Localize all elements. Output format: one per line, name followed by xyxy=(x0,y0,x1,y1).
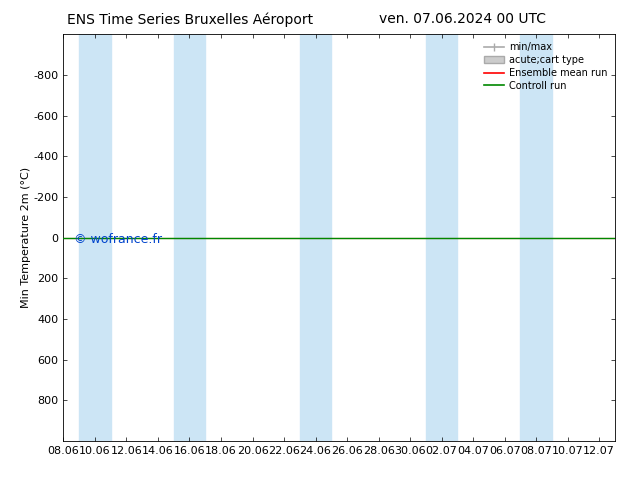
Bar xyxy=(79,34,111,441)
Text: ven. 07.06.2024 00 UTC: ven. 07.06.2024 00 UTC xyxy=(379,12,547,26)
Text: ENS Time Series Bruxelles Aéroport: ENS Time Series Bruxelles Aéroport xyxy=(67,12,313,27)
Bar xyxy=(521,34,552,441)
Text: © wofrance.fr: © wofrance.fr xyxy=(74,233,162,246)
Y-axis label: Min Temperature 2m (°C): Min Temperature 2m (°C) xyxy=(21,167,30,308)
Bar xyxy=(426,34,457,441)
Bar xyxy=(300,34,332,441)
Bar xyxy=(174,34,205,441)
Legend: min/max, acute;cart type, Ensemble mean run, Controll run: min/max, acute;cart type, Ensemble mean … xyxy=(481,39,610,94)
